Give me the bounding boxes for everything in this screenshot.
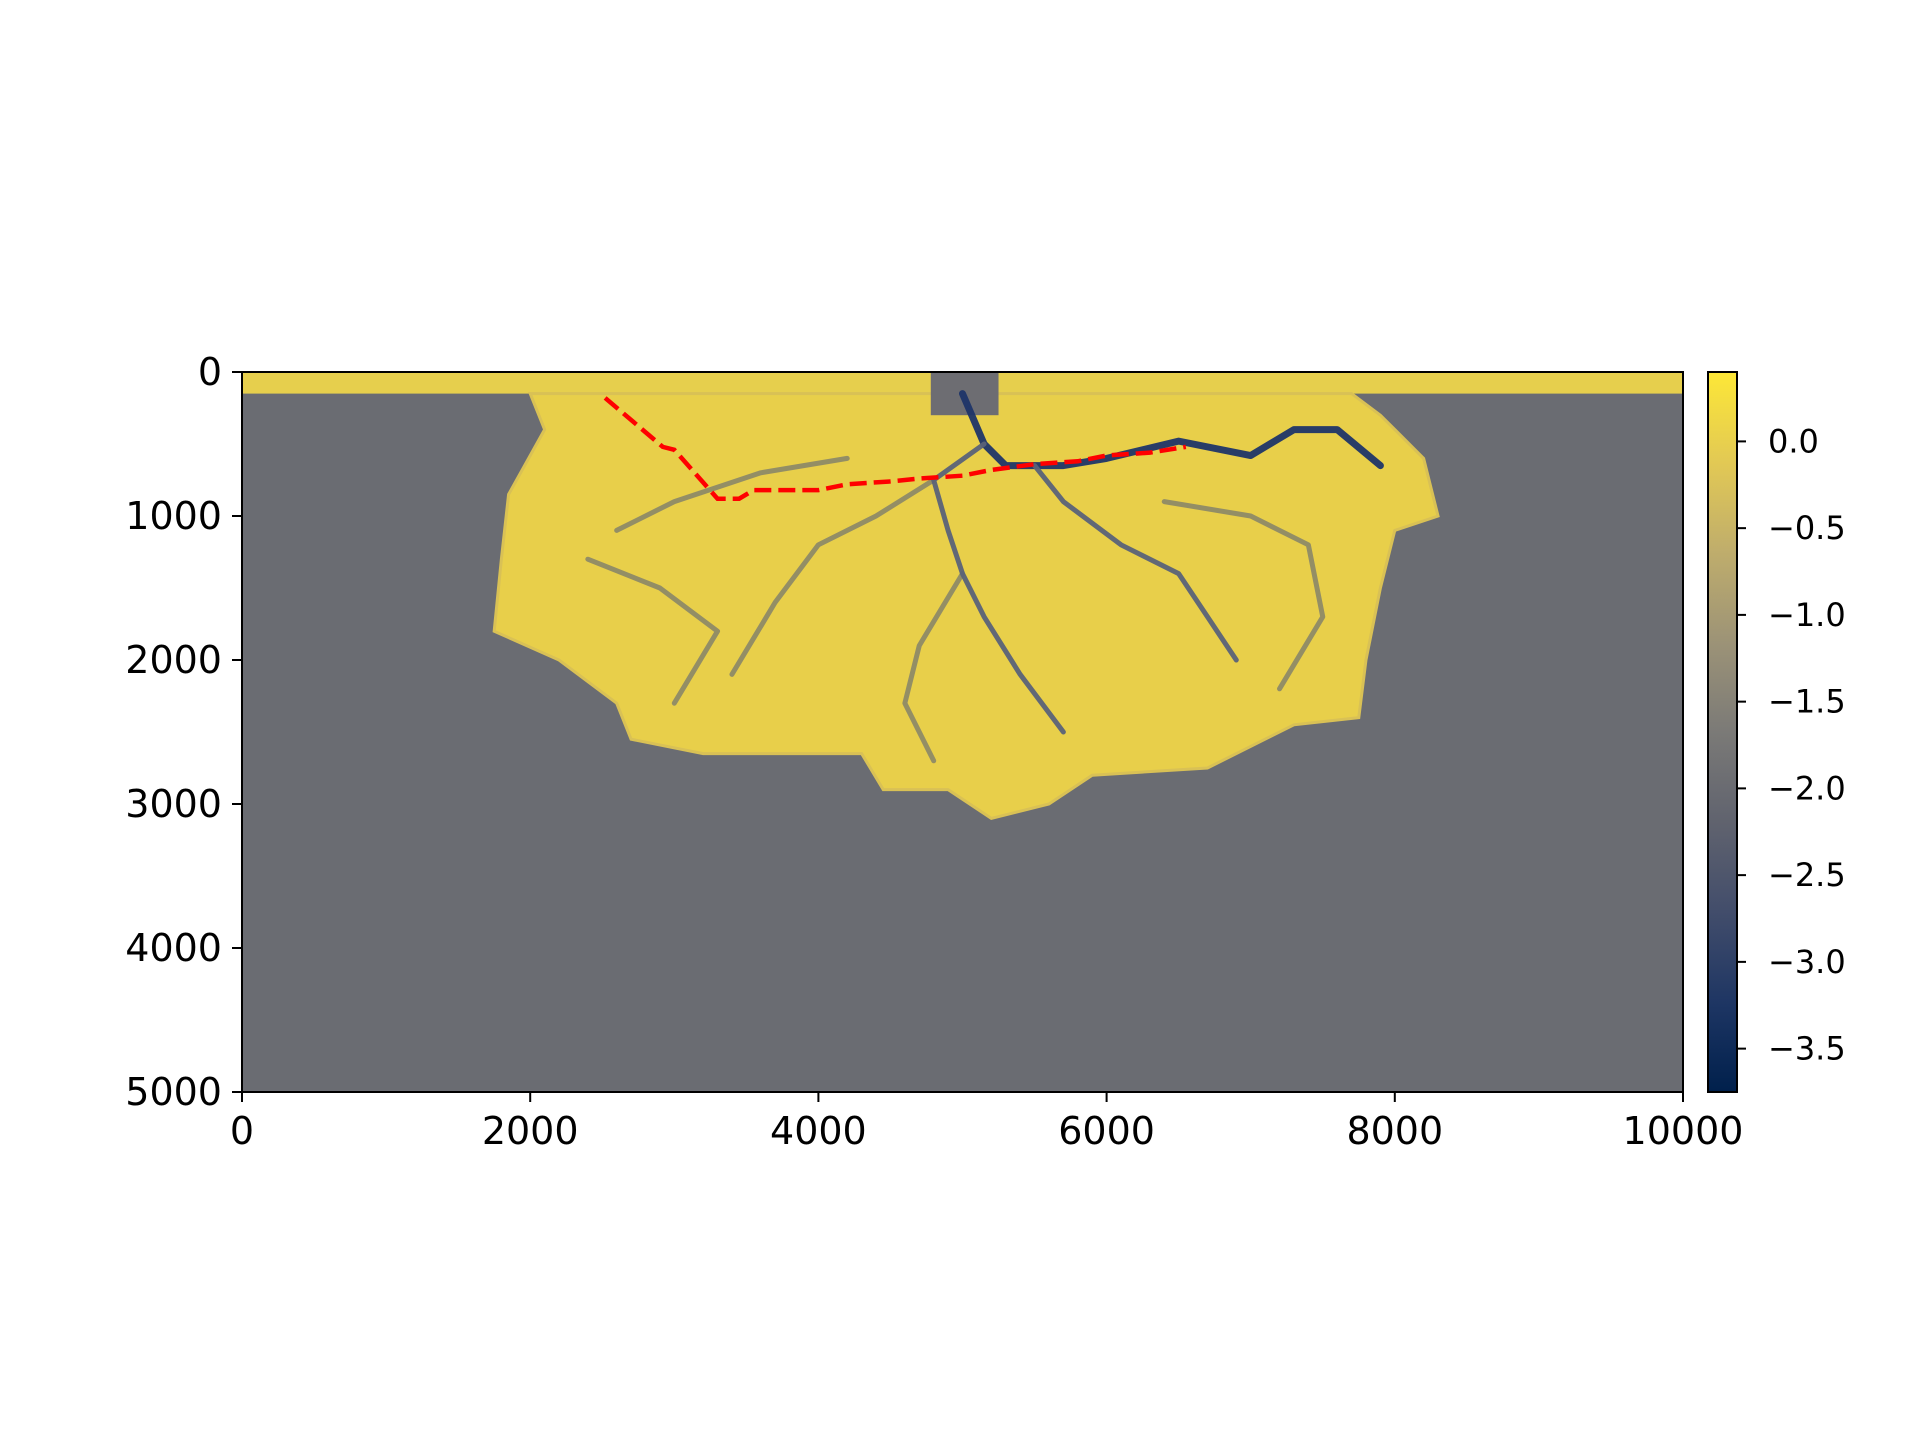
x-tick-label: 0	[230, 1109, 254, 1153]
axes-frame	[241, 371, 1684, 1093]
channel-0	[959, 390, 1384, 470]
x-tick-label: 10000	[1623, 1109, 1744, 1153]
x-tick-label: 6000	[1058, 1109, 1155, 1153]
channel-7	[1161, 499, 1326, 692]
channel-6	[585, 556, 721, 706]
x-tick-label: 4000	[770, 1109, 867, 1153]
colorbar-tick-label: −2.5	[1768, 856, 1846, 894]
channel-2	[1032, 463, 1239, 663]
y-tick-label: 0	[198, 350, 222, 394]
channel-5	[614, 455, 850, 533]
overlay-dashed-line	[603, 396, 1187, 501]
colorbar-tick-label: −1.5	[1768, 683, 1846, 721]
y-tick-label: 5000	[125, 1070, 222, 1114]
colorbar-tick-label: −2.0	[1768, 769, 1846, 807]
colorbar: 0.0 −0.5 −1.0 −1.5 −2.0 −2.5 −3.0 −3.5	[1707, 371, 1846, 1093]
y-tick-label: 3000	[125, 782, 222, 826]
colorbar-tick-label: 0.0	[1768, 422, 1819, 460]
colorbar-tick-label: −0.5	[1768, 509, 1846, 547]
delta-lobe	[492, 392, 1440, 821]
colorbar-tick-label: −3.5	[1768, 1030, 1846, 1068]
heatmap-field	[242, 372, 1683, 821]
y-tick-label: 2000	[125, 638, 222, 682]
x-tick-label: 8000	[1346, 1109, 1443, 1153]
colorbar-tick-label: −3.0	[1768, 943, 1846, 981]
x-axis: 0 2000 4000 6000 8000 10000	[230, 1092, 1744, 1153]
y-axis: 0 1000 2000 3000 4000 5000	[125, 350, 242, 1114]
x-tick-label: 2000	[482, 1109, 579, 1153]
y-tick-label: 1000	[125, 494, 222, 538]
y-tick-label: 4000	[125, 926, 222, 970]
colorbar-ticks: 0.0 −0.5 −1.0 −1.5 −2.0 −2.5 −3.0 −3.5	[1737, 422, 1846, 1068]
colorbar-tick-label: −1.0	[1768, 596, 1846, 634]
channel-3	[729, 477, 937, 677]
colorbar-gradient	[1707, 371, 1738, 1093]
overlay-layer	[603, 396, 1187, 501]
channel-4	[902, 571, 965, 764]
plot-area	[242, 372, 1683, 1092]
